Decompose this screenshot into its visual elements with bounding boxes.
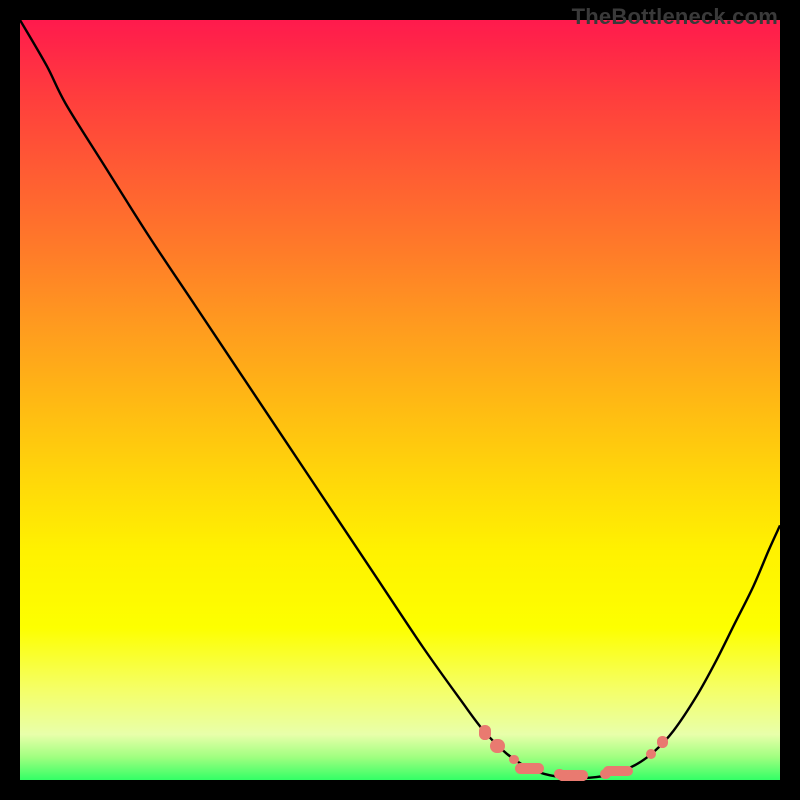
watermark-text: TheBottleneck.com bbox=[572, 4, 778, 30]
curve-marker bbox=[479, 725, 490, 740]
curve-markers-layer bbox=[20, 20, 780, 780]
curve-marker bbox=[490, 739, 505, 753]
curve-marker bbox=[657, 736, 668, 747]
curve-marker bbox=[646, 749, 656, 760]
chart-container bbox=[20, 20, 780, 780]
curve-marker bbox=[557, 770, 587, 781]
curve-marker bbox=[603, 766, 633, 777]
curve-marker bbox=[515, 763, 544, 774]
